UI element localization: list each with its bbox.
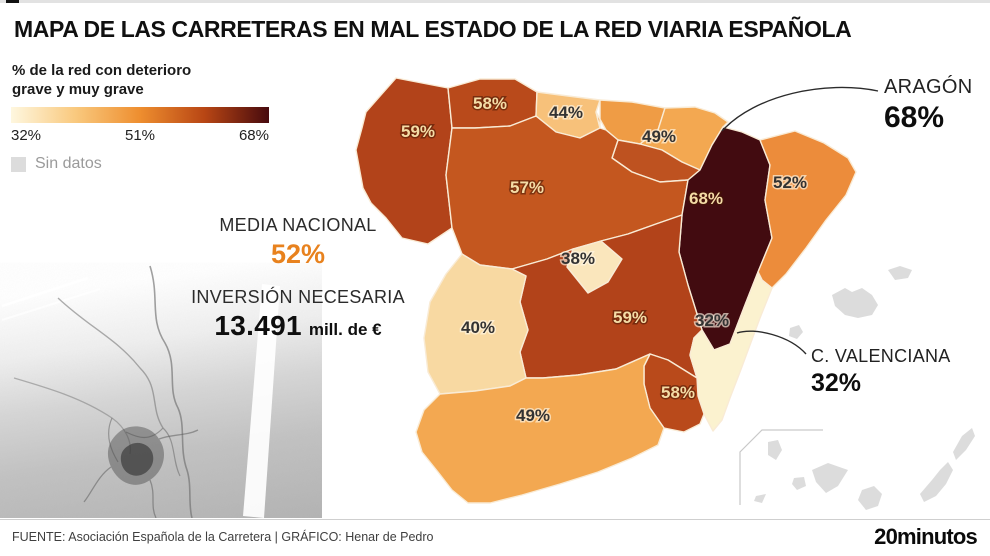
inversion-label: INVERSIÓN NECESARIA (191, 287, 405, 307)
island-lanzarote (953, 428, 975, 460)
sin-datos-legend: Sin datos (11, 155, 102, 173)
map-label-cataluna: 52% (773, 173, 807, 192)
valencia-callout-name: C. VALENCIANA (811, 346, 951, 366)
sin-datos-label: Sin datos (35, 155, 102, 172)
island-el-hierro (754, 494, 766, 503)
media-nacional-value: 52% (270, 239, 326, 269)
map-label-navarra: 49% (642, 127, 676, 146)
scale-mid-label: 51% (124, 127, 156, 144)
page-title: MAPA DE LAS CARRETERAS EN MAL ESTADO DE … (14, 16, 852, 42)
map-label-andalucia: 49% (516, 406, 550, 425)
scale-min-label: 32% (11, 127, 42, 144)
valencia-callout: C. VALENCIANA 32% (811, 346, 951, 398)
footer-divider (0, 519, 990, 520)
map-label-asturias: 58% (473, 94, 507, 113)
aragon-callout: ARAGÓN 68% (884, 76, 972, 135)
map-label-aragon: 68% (689, 189, 723, 208)
valencia-callout-value: 32% (811, 369, 862, 397)
map-label-castilla-leon: 57% (510, 178, 544, 197)
map-label-extremadura: 40% (461, 318, 495, 337)
region-andalucia[interactable] (415, 353, 665, 504)
map-label-madrid: 38% (561, 249, 595, 268)
inversion-value: 13.491 (214, 310, 302, 341)
aragon-callout-name: ARAGÓN (884, 76, 973, 98)
top-rule-accent (6, 0, 19, 3)
map-label-c-valenciana: 32% (695, 311, 729, 330)
inversion-unit: mill. de € (308, 320, 382, 339)
island-ibiza (789, 325, 803, 339)
legend-title: % de la red con deterioro grave y muy gr… (12, 61, 191, 99)
island-gran-canaria (858, 486, 882, 510)
island-menorca (888, 266, 912, 280)
road-photo (0, 256, 322, 519)
island-tenerife (812, 463, 848, 493)
publisher-logo: 20minutos (874, 524, 978, 549)
island-la-gomera (792, 477, 806, 490)
scale-max-label: 68% (238, 127, 269, 144)
top-rule (0, 0, 990, 3)
aragon-callout-line (721, 86, 879, 132)
map-label-castilla-la-mancha: 59% (613, 308, 647, 327)
legend-title-line2: grave y muy grave (12, 81, 144, 98)
map-label-galicia: 59% (401, 122, 435, 141)
region-cataluna[interactable] (757, 130, 857, 289)
color-scale-bar (11, 107, 269, 123)
valencia-callout-line (736, 330, 807, 355)
island-la-palma (768, 440, 782, 460)
footer-source: FUENTE: Asociación Española de la Carret… (12, 530, 434, 544)
map-label-cantabria: 44% (549, 103, 583, 122)
legend-title-line1: % de la red con deterioro (12, 62, 192, 79)
sin-datos-swatch (11, 156, 26, 172)
canarias-inset-border (739, 429, 823, 505)
road-photo-detail (0, 265, 322, 519)
map-label-murcia: 58% (661, 383, 695, 402)
aragon-callout-value: 68% (884, 101, 945, 134)
media-nacional-label: MEDIA NACIONAL (219, 215, 377, 235)
island-mallorca (832, 288, 878, 318)
island-fuerteventura (920, 462, 953, 502)
color-scale-labels: 32% 51% 68% (11, 127, 269, 144)
national-stats: MEDIA NACIONAL 52% INVERSIÓN NECESARIA 1… (146, 215, 450, 342)
inversion-row: 13.491 mill. de € (146, 310, 450, 342)
